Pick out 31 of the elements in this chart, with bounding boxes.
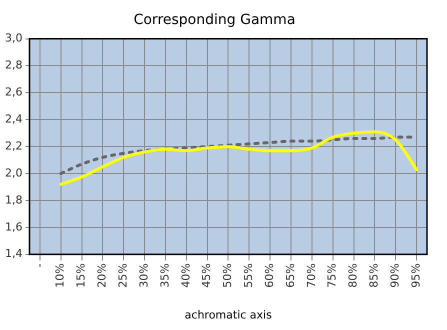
x-tick-label: 80% [346, 263, 360, 288]
x-tick-label: - [32, 263, 46, 268]
x-tick-label: 10% [54, 263, 67, 288]
x-tick-label: 35% [158, 263, 172, 288]
chart-title: Corresponding Gamma [134, 12, 296, 28]
x-tick-label: 30% [137, 263, 150, 288]
y-tick-label: 2,8 [4, 58, 22, 72]
y-tick-label: 1,6 [4, 220, 22, 234]
y-tick-label: 3,0 [4, 32, 22, 45]
x-tick-label: 45% [200, 263, 214, 288]
x-tick-label: 20% [96, 263, 109, 288]
x-tick-label: 75% [326, 263, 339, 288]
y-tick-label: 2,0 [4, 166, 22, 180]
y-tick-label: 1,4 [4, 247, 22, 260]
y-tick-label: 2,2 [4, 139, 22, 152]
x-tick-label: 60% [262, 263, 276, 288]
x-tick-label: 55% [242, 263, 256, 288]
y-tick-label: 2,4 [4, 112, 22, 126]
x-tick-label: 85% [368, 263, 381, 288]
x-tick-label: 65% [284, 263, 297, 288]
x-tick-label: 40% [179, 263, 192, 288]
line-series [59, 130, 418, 186]
x-tick-label: 25% [116, 263, 130, 288]
x-tick-label: 90% [388, 263, 402, 288]
y-tick-label: 1,8 [4, 193, 22, 206]
y-tick-label: 2,6 [4, 86, 22, 99]
x-axis-title: achromatic axis [184, 308, 272, 322]
x-tick-label: 95% [409, 263, 422, 288]
x-tick-label: 70% [304, 263, 318, 288]
x-tick-label: 15% [74, 263, 88, 288]
x-tick-label: 50% [221, 263, 234, 288]
